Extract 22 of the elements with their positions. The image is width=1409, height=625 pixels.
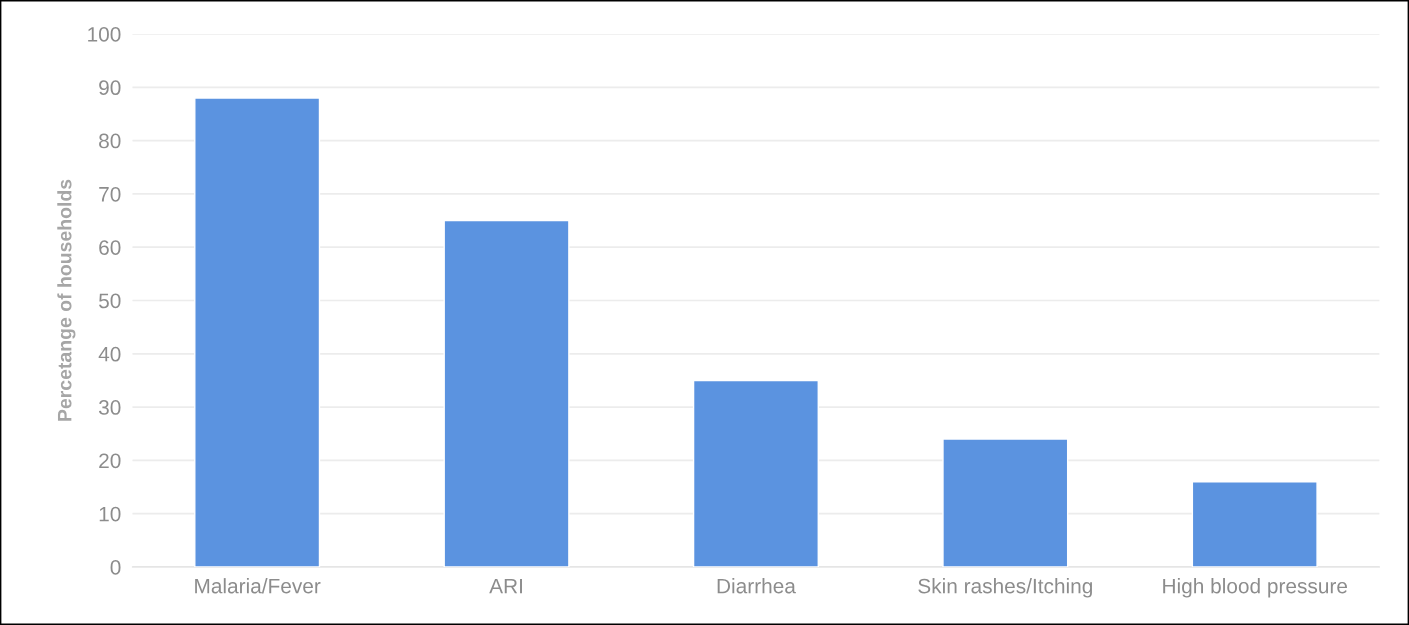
x-tick-label: Skin rashes/Itching: [918, 578, 1092, 598]
y-tick-label: 60: [99, 240, 121, 255]
x-tick-label: Malaria/Fever: [195, 578, 321, 594]
y-tick-label: 30: [98, 400, 121, 415]
y-tick-label: 0: [110, 560, 121, 575]
y-axis-title: Percetange of households: [57, 179, 76, 421]
y-tick-label: 20: [99, 453, 121, 469]
y-tick-label: 40: [98, 346, 121, 362]
bar: [942, 438, 1069, 567]
x-tick-label: ARI: [489, 578, 522, 594]
y-tick-label: 80: [99, 133, 121, 149]
y-tick-label: 70: [99, 186, 121, 202]
y-tick-label: 50: [99, 293, 121, 309]
x-tick-label: High blood pressure: [1163, 578, 1348, 598]
y-tick-label: 90: [99, 80, 121, 96]
y-tick-label: 10: [99, 506, 121, 522]
bar: [1191, 481, 1318, 567]
bar: [443, 219, 570, 567]
bar: [692, 379, 819, 567]
x-tick-label: Diarrhea: [717, 578, 796, 594]
y-tick-label: 100: [88, 27, 121, 42]
bar: [194, 97, 321, 567]
